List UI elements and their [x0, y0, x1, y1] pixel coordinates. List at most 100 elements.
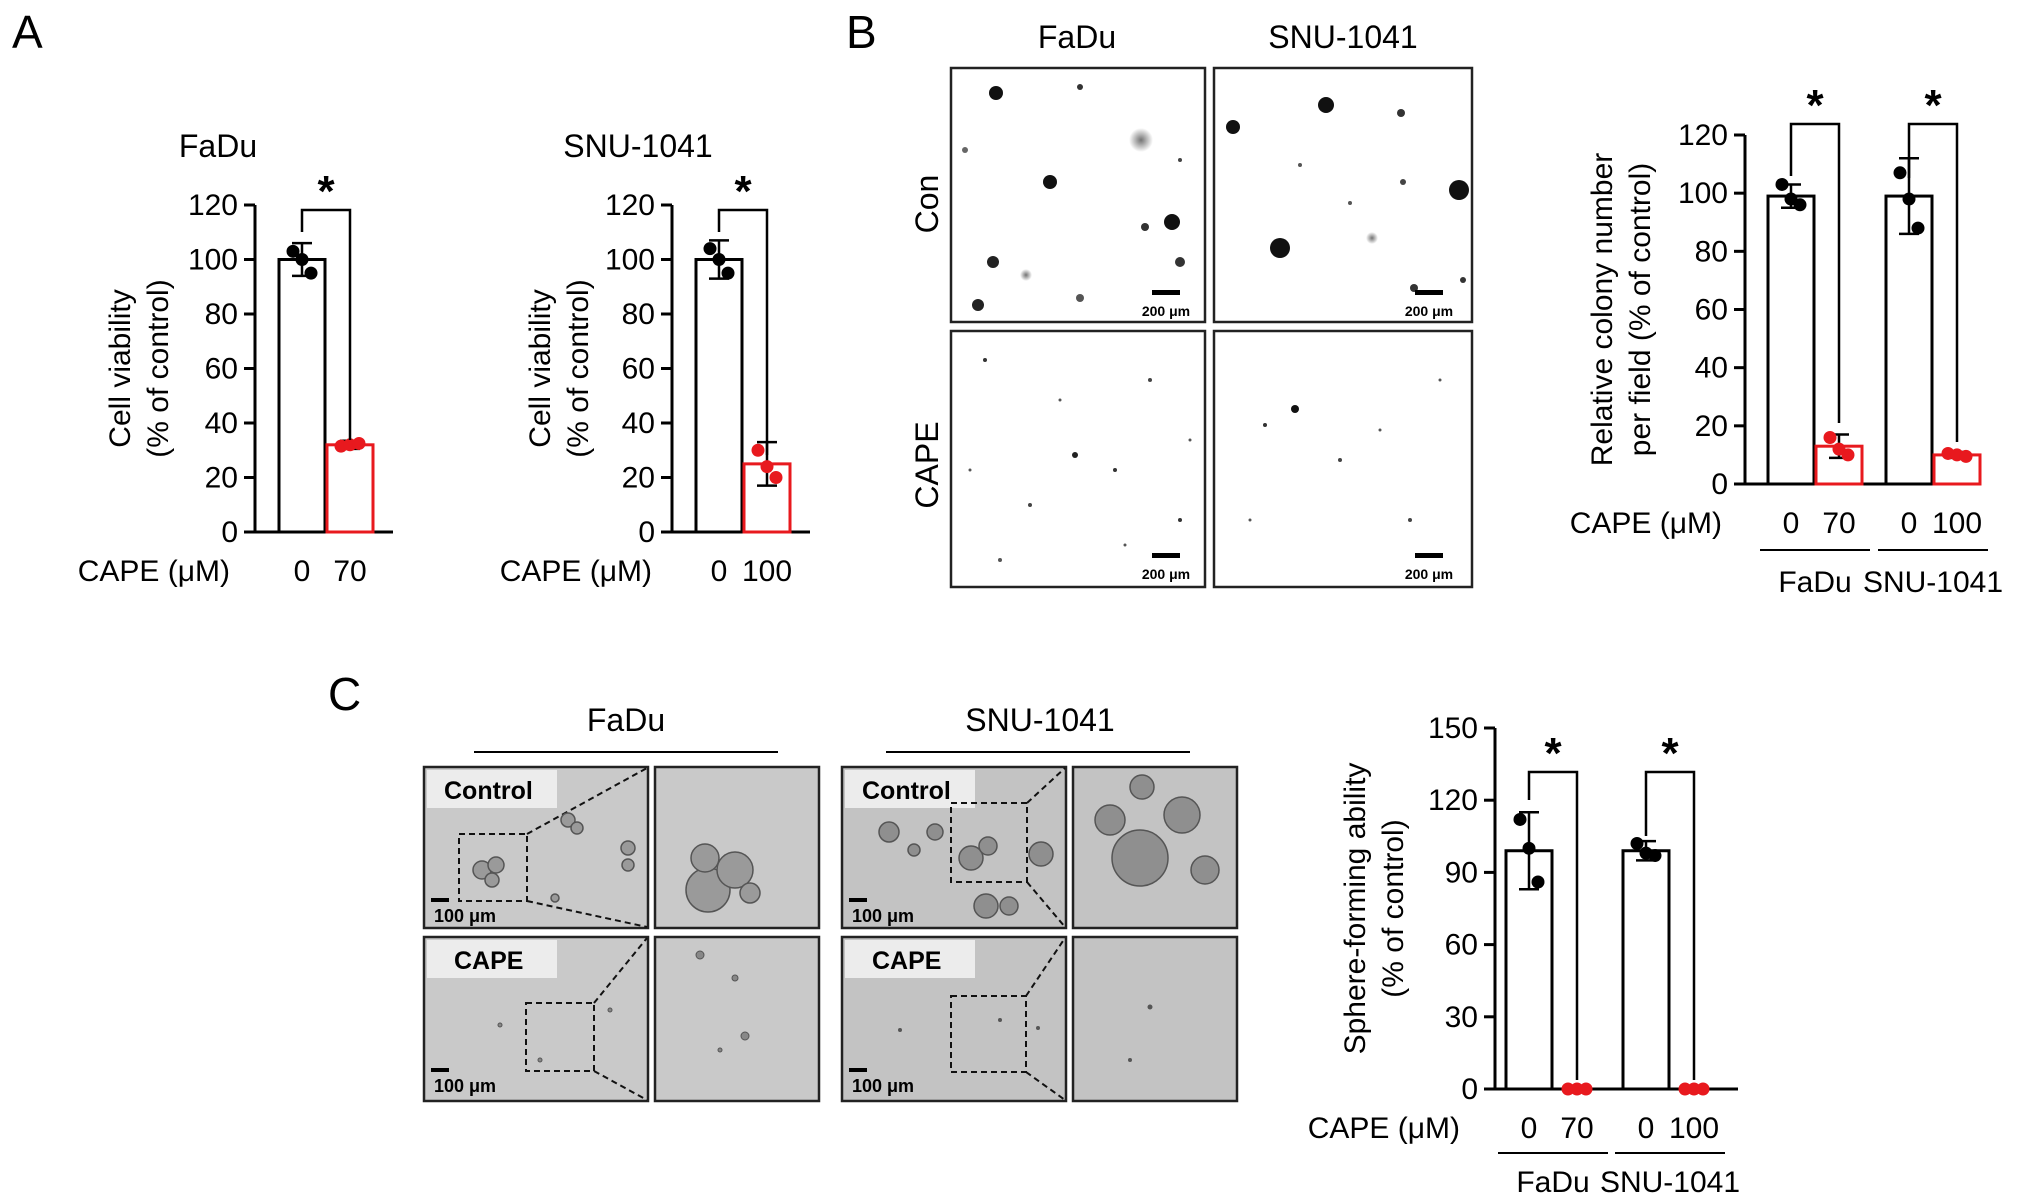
- panel-letter-b: B: [846, 6, 877, 58]
- x-tick-label: 0: [711, 555, 728, 588]
- x-tick-label: 0: [294, 555, 311, 588]
- scale-label-snu1041-cape: 200 μm: [1405, 566, 1453, 582]
- y-tick-label: 60: [205, 353, 238, 386]
- x-tick-label: 100: [1669, 1112, 1719, 1145]
- x-axis-title: CAPE (μM): [78, 555, 230, 588]
- y-tick-label: 150: [1428, 712, 1478, 745]
- colonies-snu1041-con: [1226, 97, 1469, 292]
- data-point: [751, 443, 765, 457]
- panel-b-micrographs: 200 μm 200 μm 200 μm 200 μm: [949, 66, 1474, 589]
- y-axis-title: Cell viability (% of control): [104, 279, 175, 457]
- panel-b-row-label-cape: CAPE: [909, 421, 945, 508]
- colonies-snu1041-cape: [1248, 378, 1442, 522]
- significance-bracket: [1527, 770, 1579, 1080]
- y-tick-label: 0: [638, 516, 655, 549]
- y-tick-label: 60: [1445, 929, 1478, 962]
- spheres-snu1041-control: [878, 774, 1220, 919]
- y-tick-label: 20: [205, 462, 238, 495]
- significance-star: *: [1924, 81, 1942, 130]
- significance-star: *: [317, 167, 335, 216]
- bar: [1884, 194, 1934, 486]
- bar: [1766, 194, 1816, 486]
- x-tick-label: 0: [1638, 1112, 1655, 1145]
- group-label: FaDu: [1778, 566, 1851, 599]
- data-point: [286, 244, 300, 258]
- tag-fadu-control: Control: [444, 777, 533, 805]
- micrograph-fadu-cape: [949, 329, 1207, 589]
- tag-snu1041-cape: CAPE: [872, 947, 941, 975]
- x-axis-title: CAPE (μM): [1570, 507, 1722, 540]
- panel-letter-c: C: [328, 668, 361, 720]
- significance-star: *: [734, 167, 752, 216]
- chart-title: SNU-1041: [563, 128, 712, 164]
- data-point: [721, 266, 735, 280]
- y-tick-label: 120: [188, 189, 238, 222]
- data-point: [1531, 875, 1545, 889]
- y-tick-label: 120: [605, 189, 655, 222]
- colonies-fadu-cape: [968, 358, 1192, 562]
- chart-sphere-forming: 0 30 60 90 120 150 Sphere-forming ability (% of…: [1308, 712, 1740, 1199]
- scale-label-fadu-con: 200 μm: [1142, 303, 1190, 319]
- panel-c-group-label-snu1041: SNU-1041: [965, 702, 1114, 738]
- y-tick-label: 80: [205, 298, 238, 331]
- sphere-zoom-snu1041-cape: [1071, 935, 1239, 1103]
- chart-snu1041-viability: SNU-1041 0 20 40 60 80 100 120 Cell viability (% …: [500, 128, 810, 588]
- y-tick-label: 20: [1695, 410, 1728, 443]
- data-point: [1513, 812, 1527, 826]
- data-point: [769, 471, 783, 484]
- sphere-zoom-fadu-cape: [653, 935, 821, 1103]
- data-point: [1893, 166, 1907, 180]
- significance-bracket: [717, 208, 769, 455]
- tag-bg-snu1041-cape: [845, 940, 975, 978]
- panel-letter-a: A: [12, 6, 43, 58]
- significance-star: *: [1544, 729, 1562, 778]
- y-tick-label: 60: [1695, 294, 1728, 327]
- scale-label-fadu-cape: 100 μm: [434, 1076, 496, 1096]
- tag-bg-fadu-control: [427, 770, 557, 808]
- scale-label-snu1041-cape: 100 μm: [852, 1076, 914, 1096]
- panel-c-group-label-fadu: FaDu: [587, 702, 665, 738]
- data-point: [1793, 198, 1807, 212]
- significance-bracket: [300, 208, 352, 440]
- y-tick-label: 100: [605, 244, 655, 277]
- data-point: [712, 253, 726, 266]
- y-tick-label: 30: [1445, 1001, 1478, 1034]
- panel-b-scale-bars: 200 μm 200 μm 200 μm 200 μm: [1142, 290, 1453, 582]
- bar: [742, 462, 792, 534]
- y-tick-label: 20: [622, 462, 655, 495]
- y-tick-label: 120: [1678, 119, 1728, 152]
- micrograph-snu1041-con: [1212, 66, 1474, 324]
- chart-colony-number: 0 20 40 60 80 100 120 Relative colony number per…: [1570, 81, 2003, 599]
- significance-bracket: [1789, 122, 1841, 423]
- data-point: [1678, 1082, 1692, 1096]
- tag-fadu-cape: CAPE: [454, 947, 523, 975]
- scale-label-fadu-cape: 200 μm: [1142, 566, 1190, 582]
- data-point: [352, 436, 366, 450]
- panel-b-row-label-con: Con: [909, 175, 945, 234]
- data-point: [1959, 449, 1973, 463]
- y-tick-label: 0: [1461, 1073, 1478, 1106]
- y-tick-label: 40: [205, 407, 238, 440]
- x-tick-label: 70: [333, 555, 366, 588]
- x-tick-label: 0: [1901, 507, 1918, 540]
- data-point: [703, 242, 717, 256]
- data-point: [1902, 192, 1916, 206]
- x-tick-label: 0: [1783, 507, 1800, 540]
- data-point: [1911, 221, 1925, 235]
- chart-title: FaDu: [179, 128, 257, 164]
- group-label: SNU-1041: [1863, 566, 2003, 599]
- y-tick-label: 60: [622, 353, 655, 386]
- y-tick-label: 120: [1428, 784, 1478, 817]
- micrograph-fadu-con: [949, 66, 1207, 324]
- panel-b-column-label-fadu: FaDu: [1038, 19, 1116, 55]
- y-tick-label: 80: [622, 298, 655, 331]
- data-point: [1579, 1082, 1593, 1096]
- bar: [325, 443, 375, 534]
- y-axis-title: Sphere-forming ability (% of control): [1339, 763, 1410, 1055]
- spheres-fadu-cape: [497, 950, 750, 1063]
- data-point: [304, 266, 318, 280]
- data-point: [1648, 849, 1662, 863]
- y-tick-label: 40: [1695, 352, 1728, 385]
- x-tick-label: 70: [1560, 1112, 1593, 1145]
